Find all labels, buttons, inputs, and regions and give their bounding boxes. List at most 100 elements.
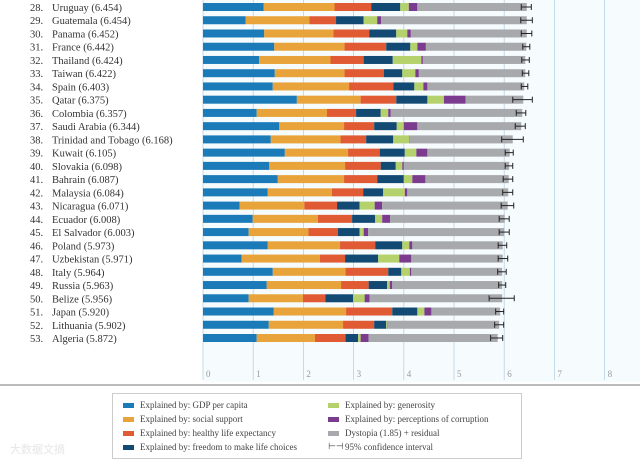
- row-rank: 53.: [30, 334, 43, 345]
- row-label: Taiwan (6.422): [52, 69, 116, 80]
- bar-segment: [344, 42, 387, 51]
- row-label: Uzbekistan (5.971): [52, 255, 133, 266]
- bar-segment: [308, 228, 339, 237]
- bar-segment: [368, 228, 505, 237]
- bar-segment: [399, 254, 412, 263]
- bar-segment: [274, 69, 345, 78]
- bar-segment: [360, 95, 397, 104]
- bar-segment: [203, 55, 260, 64]
- bar-segment: [267, 188, 333, 197]
- bar-segment: [302, 294, 326, 303]
- bar-segment: [427, 148, 510, 157]
- bar-segment: [404, 188, 408, 197]
- bar-segment: [356, 108, 381, 117]
- bar-segment: [203, 69, 275, 78]
- bar-segment: [371, 3, 401, 11]
- bar-segment: [407, 188, 509, 197]
- bar-segment: [203, 42, 275, 51]
- bar-segment: [345, 334, 359, 342]
- bar-segment: [465, 95, 524, 104]
- bar-segment: [203, 29, 265, 38]
- bar-segment: [409, 267, 412, 276]
- row-rank: 35.: [30, 96, 43, 107]
- row-label: Belize (5.956): [52, 294, 113, 305]
- row-label: Slovakia (6.098): [52, 162, 122, 173]
- row-rank: 40.: [30, 162, 43, 173]
- x-tick-label: 4: [407, 369, 412, 379]
- row-label: Lithuania (5.902): [52, 321, 126, 332]
- legend-label: Dystopia (1.85) + residual: [345, 428, 440, 438]
- bar-segment: [256, 108, 327, 117]
- bar-segment: [374, 320, 387, 329]
- bar-segment: [203, 281, 267, 290]
- legend-swatch: [123, 417, 134, 422]
- bar-segment: [267, 241, 341, 250]
- legend-item-generosity: Explained by: generosity: [328, 400, 435, 411]
- bar-segment: [203, 16, 246, 25]
- legend-label: Explained by: perceptions of corruption: [345, 414, 489, 424]
- bar-segment: [386, 320, 388, 329]
- bar-segment: [409, 241, 413, 250]
- bar-segment: [427, 82, 525, 91]
- bar-segment: [402, 161, 404, 170]
- bar-segment: [396, 29, 408, 38]
- bar-segment: [358, 334, 361, 342]
- bar-segment: [343, 320, 375, 329]
- bar-segment: [203, 188, 268, 197]
- bar-segment: [395, 161, 403, 170]
- bar-segment: [344, 175, 378, 184]
- row-rank: 29.: [30, 16, 43, 27]
- bar-segment: [375, 241, 403, 250]
- bar-segment: [363, 16, 378, 25]
- legend-label: Explained by: GDP per capita: [140, 400, 248, 410]
- bar-segment: [203, 320, 269, 329]
- bar-segment: [239, 201, 305, 210]
- bar-segment: [203, 307, 274, 316]
- row-label: Ecuador (6.008): [52, 215, 121, 226]
- bar-segment: [273, 307, 347, 316]
- bar-segment: [393, 135, 410, 144]
- bar-segment: [402, 69, 416, 78]
- legend-swatch: [328, 417, 339, 422]
- bar-segment: [377, 175, 404, 184]
- bar-segment: [382, 201, 508, 210]
- legend-label: 95% confidence interval: [345, 442, 433, 452]
- bar-segment: [203, 148, 285, 157]
- row-label: Malaysia (6.084): [52, 188, 124, 199]
- bar-segment: [383, 69, 403, 78]
- bar-segment: [203, 161, 270, 170]
- x-tick-label: 5: [457, 369, 462, 379]
- bar-segment: [386, 42, 411, 51]
- bar-segment: [390, 214, 505, 223]
- x-tick-label: 0: [206, 369, 211, 379]
- bar-segment: [346, 307, 393, 316]
- bar-segment: [319, 254, 346, 263]
- row-label: Panama (6.452): [52, 29, 119, 40]
- row-rank: 41.: [30, 175, 43, 186]
- legend-label: Explained by: healthy life expectancy: [140, 428, 276, 438]
- legend-label: Explained by: social support: [140, 414, 243, 424]
- legend-item-social: Explained by: social support: [123, 414, 243, 425]
- row-rank: 33.: [30, 69, 43, 80]
- bar-segment: [269, 161, 346, 170]
- bar-segment: [268, 320, 344, 329]
- bar-segment: [369, 29, 397, 38]
- bar-segment: [359, 201, 375, 210]
- bar-segment: [344, 69, 384, 78]
- row-label: Spain (6.403): [52, 82, 110, 93]
- row-label: Saudi Arabia (6.344): [52, 122, 140, 133]
- bar-segment: [203, 122, 280, 131]
- bar-segment: [245, 16, 310, 25]
- bar-segment: [345, 161, 381, 170]
- bar-segment: [422, 55, 526, 64]
- bar-segment: [427, 95, 444, 104]
- bar-segment: [388, 267, 402, 276]
- bar-segment: [360, 334, 369, 342]
- bar-segment: [401, 267, 410, 276]
- row-label: Kuwait (6.105): [52, 149, 117, 160]
- row-label: Nicaragua (6.071): [52, 202, 129, 213]
- bar-segment: [417, 307, 425, 316]
- bar-segment: [417, 3, 527, 11]
- bar-segment: [388, 108, 391, 117]
- bar-segment: [377, 16, 382, 25]
